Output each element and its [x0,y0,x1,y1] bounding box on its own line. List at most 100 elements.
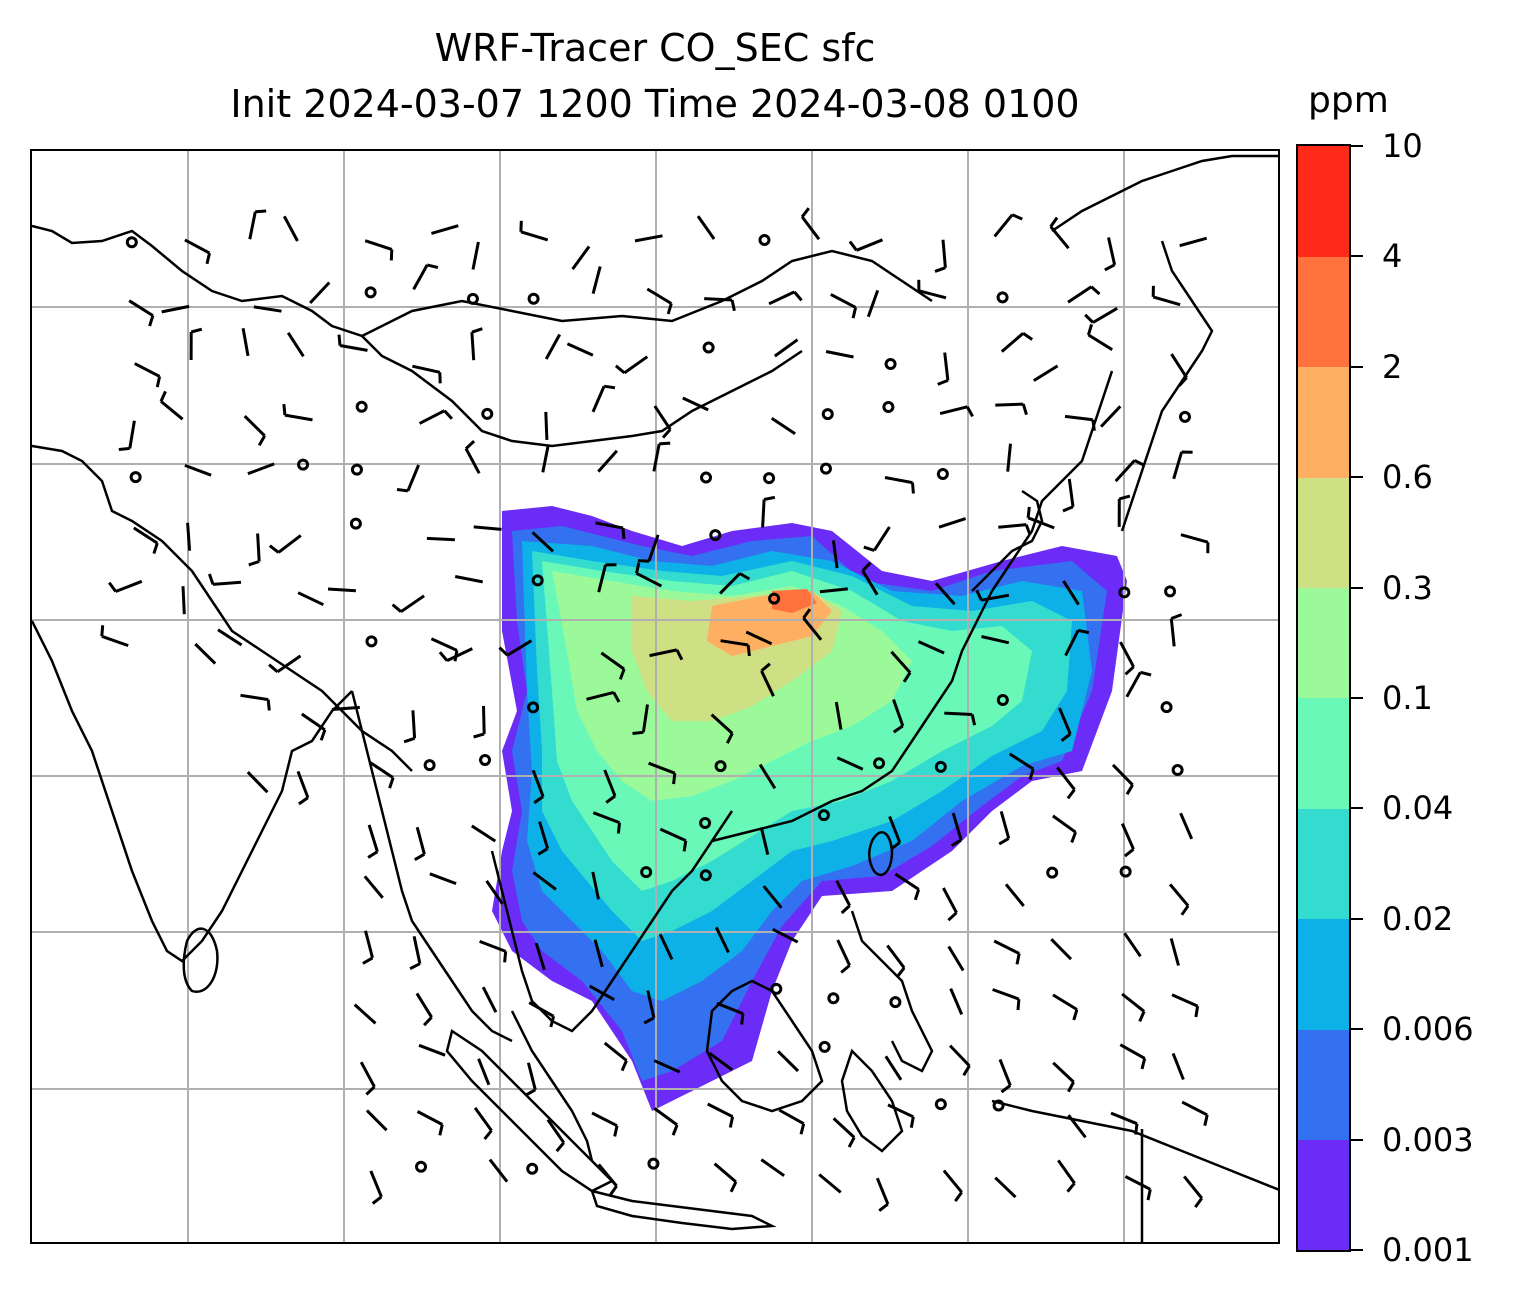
wind-barb [597,1163,618,1196]
wind-barb [416,1110,444,1136]
calm-wind-marker [763,472,776,485]
wind-barb [836,939,851,974]
wind-barb [368,760,395,789]
wind-barb [745,630,773,646]
wind-barb [532,871,557,891]
colorbar-segment [1298,698,1349,809]
wind-barb [586,690,621,703]
calm-wind-marker [768,592,781,605]
wind-barb [714,926,730,954]
wind-barb [591,266,602,294]
calm-wind-marker [884,358,897,371]
colorbar-tick-label: 2 [1382,347,1403,386]
calm-wind-marker [819,462,832,475]
wind-barb [1123,932,1142,958]
calm-wind-marker [531,574,544,587]
colorbar-tick [1351,255,1363,258]
wind-barb [658,933,674,961]
wind-barb [716,1001,745,1025]
wind-barb [993,939,1021,965]
colorbar-tick [1351,697,1363,699]
wind-barb [998,810,1011,846]
wind-barb [331,705,360,711]
colorbar-segment [1298,146,1349,257]
wind-barb [1057,1159,1076,1193]
wind-barb [528,1001,556,1028]
coast-taiwan [868,831,894,877]
wind-barb [1120,822,1135,858]
wind-barb [524,1062,537,1097]
wind-barb [473,705,486,739]
colorbar-tick [1351,476,1363,479]
wind-barb [591,871,600,900]
calm-wind-marker [996,291,1009,304]
wind-barb [884,1055,903,1081]
wind-barb [396,464,420,493]
calm-wind-marker [889,996,902,1009]
wind-barb [426,536,455,542]
colorbar-unit: ppm [1308,80,1389,121]
wind-barb [759,827,770,855]
wind-barb [297,591,325,607]
coast-china-south [711,370,1114,843]
wind-barb [875,1177,890,1212]
wind-barb [1067,1114,1087,1139]
wind-barb [659,827,688,852]
wind-barb [544,333,562,360]
colorbar-segment [1298,1139,1349,1251]
wind-barb [488,1158,509,1183]
wind-barb [998,1058,1012,1094]
wind-barb [768,290,803,306]
wind-barb [648,761,677,785]
wind-barb [595,521,626,540]
wind-barb [861,561,879,596]
colorbar-tick [1351,586,1363,589]
coast-japan [1120,240,1214,532]
colorbar-segment [1298,477,1349,589]
wind-barb [412,263,439,291]
colorbar-tick-label: 0.001 [1382,1231,1474,1269]
wind-barb [760,1158,785,1177]
calm-wind-marker [1171,763,1184,776]
wind-barb [818,1173,842,1194]
wind-barb [1086,323,1113,351]
wind-barb [591,384,616,413]
wind-barb [481,986,498,1013]
wind-barb [217,628,243,647]
wind-barb [892,699,905,734]
wind-barb [243,415,267,447]
wind-barb [600,651,626,680]
wind-barb [534,942,546,971]
calm-wind-marker [996,693,1009,706]
wind-barb [248,209,267,240]
colorbar-tick [1351,1138,1363,1141]
wind-barb [1111,763,1134,796]
wind-barb [848,238,884,252]
coast-central-asia [32,224,803,448]
calm-wind-marker [415,1160,428,1173]
wind-barb [519,220,549,242]
calm-wind-marker [818,1040,831,1053]
wind-barb [479,939,508,963]
wind-barb [1049,216,1070,250]
wind-barb [531,531,555,553]
wind-barb [353,1003,377,1025]
calm-wind-marker [349,517,362,530]
calm-wind-marker [365,635,378,648]
wind-barb [643,990,656,1025]
wind-barb [1169,613,1183,647]
calm-wind-marker [129,471,142,484]
wind-barb [800,207,821,241]
wind-barb [118,420,136,451]
colorbar-tick-label: 4 [1382,237,1403,276]
wind-barb [802,608,823,641]
wind-barb [830,293,858,319]
coast-borneo [705,979,824,1113]
calm-wind-marker [466,292,479,305]
wind-barb [653,405,672,439]
coast-sulawesi [840,1048,904,1153]
wind-barb [132,526,159,555]
coast-siberia [1051,154,1278,233]
calm-wind-marker [702,341,715,354]
wind-barb [369,1170,383,1205]
